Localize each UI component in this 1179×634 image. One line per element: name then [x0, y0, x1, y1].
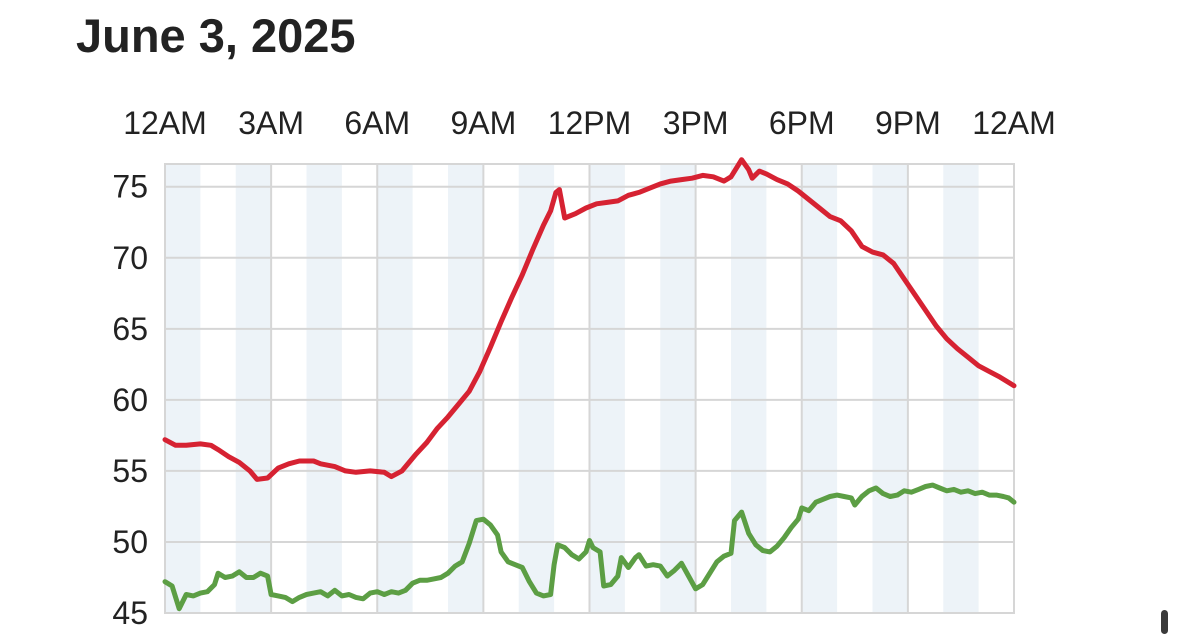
hour-band — [801, 164, 838, 613]
y-tick-label: 60 — [112, 382, 148, 418]
page-title: June 3, 2025 — [76, 9, 356, 62]
x-tick-label: 12PM — [548, 105, 632, 141]
x-tick-label: 3AM — [238, 105, 304, 141]
series-line-green — [162, 482, 1017, 612]
y-tick-label: 75 — [112, 169, 148, 205]
hour-band — [235, 164, 272, 613]
hour-band — [165, 164, 201, 613]
hour-band — [872, 164, 908, 613]
x-tick-label: 9PM — [875, 105, 941, 141]
hour-band — [660, 164, 696, 613]
hour-band — [589, 164, 625, 613]
hour-band — [448, 164, 484, 613]
y-tick-label: 70 — [112, 240, 148, 276]
y-tick-label: 55 — [112, 453, 148, 489]
x-tick-label: 9AM — [450, 105, 516, 141]
x-tick-label: 12AM — [972, 105, 1056, 141]
x-axis-tick-labels: 12AM 3AM 6AM 9AM 12PM 3PM 6PM 9PM 12AM — [123, 105, 1056, 141]
series-lines — [162, 157, 1017, 612]
x-tick-label: 12AM — [123, 105, 207, 141]
scrollbar-handle[interactable] — [1161, 610, 1168, 634]
x-tick-label: 3PM — [663, 105, 729, 141]
x-tick-label: 6PM — [769, 105, 835, 141]
hour-band — [306, 164, 342, 613]
y-tick-label: 45 — [112, 595, 148, 631]
hour-band — [943, 164, 979, 613]
x-tick-label: 6AM — [344, 105, 410, 141]
hour-band — [377, 164, 413, 613]
series-line-red — [162, 157, 1017, 482]
y-axis-tick-labels: 45 50 55 60 65 70 75 — [112, 169, 148, 631]
y-tick-label: 65 — [112, 311, 148, 347]
y-tick-label: 50 — [112, 524, 148, 560]
hour-band — [731, 164, 767, 613]
chart-grid — [164, 163, 1015, 614]
hour-band — [518, 164, 555, 613]
night-band-stripes — [165, 164, 979, 613]
